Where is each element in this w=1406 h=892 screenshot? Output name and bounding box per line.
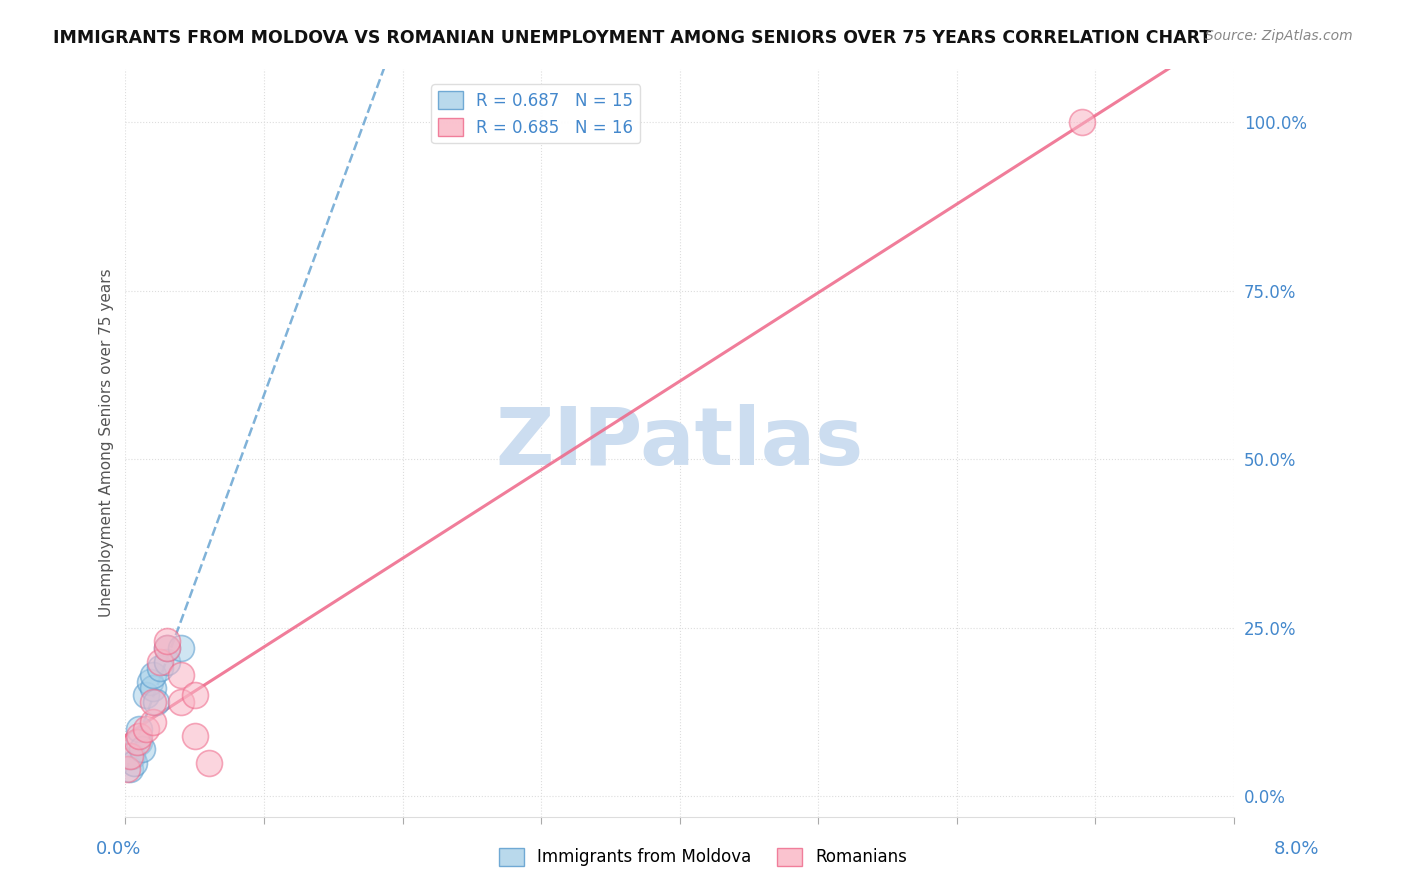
Point [170, 641, 193, 656]
Point [122, 756, 145, 770]
Text: 8.0%: 8.0% [1274, 840, 1319, 858]
Point [156, 641, 179, 656]
Point [121, 748, 143, 763]
Text: ZIPatlas: ZIPatlas [495, 403, 863, 482]
Point [156, 655, 179, 669]
Text: 0.0%: 0.0% [96, 840, 141, 858]
Point [145, 695, 167, 709]
Legend: R = 0.687   N = 15, R = 0.685   N = 16: R = 0.687 N = 15, R = 0.685 N = 16 [432, 85, 640, 144]
Point [184, 729, 207, 743]
Legend: Immigrants from Moldova, Romanians: Immigrants from Moldova, Romanians [492, 841, 914, 873]
Point [128, 722, 150, 736]
Point [135, 722, 157, 736]
Point [125, 735, 148, 749]
Point [142, 681, 165, 696]
Point [142, 715, 165, 730]
Text: IMMIGRANTS FROM MOLDOVA VS ROMANIAN UNEMPLOYMENT AMONG SENIORS OVER 75 YEARS COR: IMMIGRANTS FROM MOLDOVA VS ROMANIAN UNEM… [53, 29, 1212, 46]
Point [142, 668, 165, 682]
Text: Source: ZipAtlas.com: Source: ZipAtlas.com [1205, 29, 1353, 43]
Point [139, 674, 162, 689]
Point [184, 688, 207, 702]
Point [170, 668, 193, 682]
Point [170, 695, 193, 709]
Point [156, 641, 179, 656]
Point [118, 748, 141, 763]
Point [142, 695, 165, 709]
Y-axis label: Unemployment Among Seniors over 75 years: Unemployment Among Seniors over 75 years [100, 268, 114, 617]
Point [1070, 115, 1092, 129]
Point [135, 688, 157, 702]
Point [128, 729, 150, 743]
Point [156, 634, 179, 648]
Point [118, 763, 141, 777]
Point [149, 655, 172, 669]
Point [115, 763, 138, 777]
Point [197, 756, 219, 770]
Point [131, 742, 153, 756]
Point [128, 735, 150, 749]
Point [149, 661, 172, 675]
